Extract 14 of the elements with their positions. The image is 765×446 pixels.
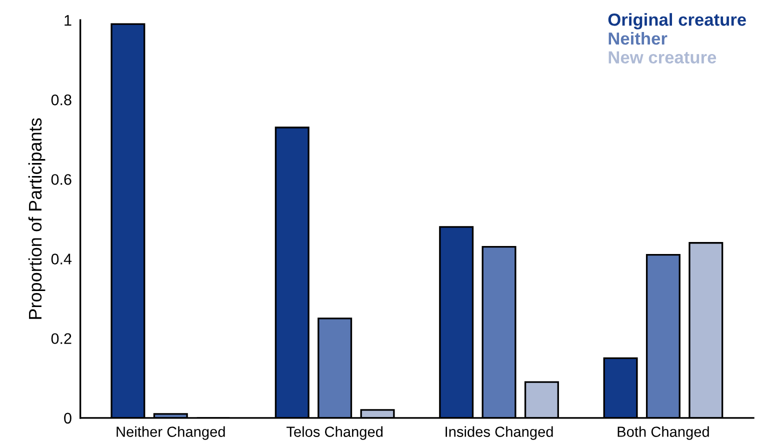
y-axis-title: Proportion of Participants — [28, 118, 46, 319]
x-tick-label: Neither Changed — [116, 426, 225, 440]
y-tick-label: 0.2 — [51, 333, 72, 344]
y-tick-label: 0 — [64, 412, 72, 424]
x-tick-label: Both Changed — [618, 426, 709, 440]
y-tick-label: 0.4 — [51, 254, 72, 264]
y-tick-label: 0.8 — [51, 94, 72, 106]
x-tick-label: Telos Changed — [286, 426, 383, 440]
text: Neither — [608, 32, 668, 45]
x-tick-label: Insides Changed — [446, 426, 553, 440]
text: New creature — [608, 51, 716, 64]
y-tick-label: 1 — [64, 15, 72, 26]
y-tick-label: 0.6 — [51, 174, 72, 185]
text: Original creature — [608, 13, 746, 30]
